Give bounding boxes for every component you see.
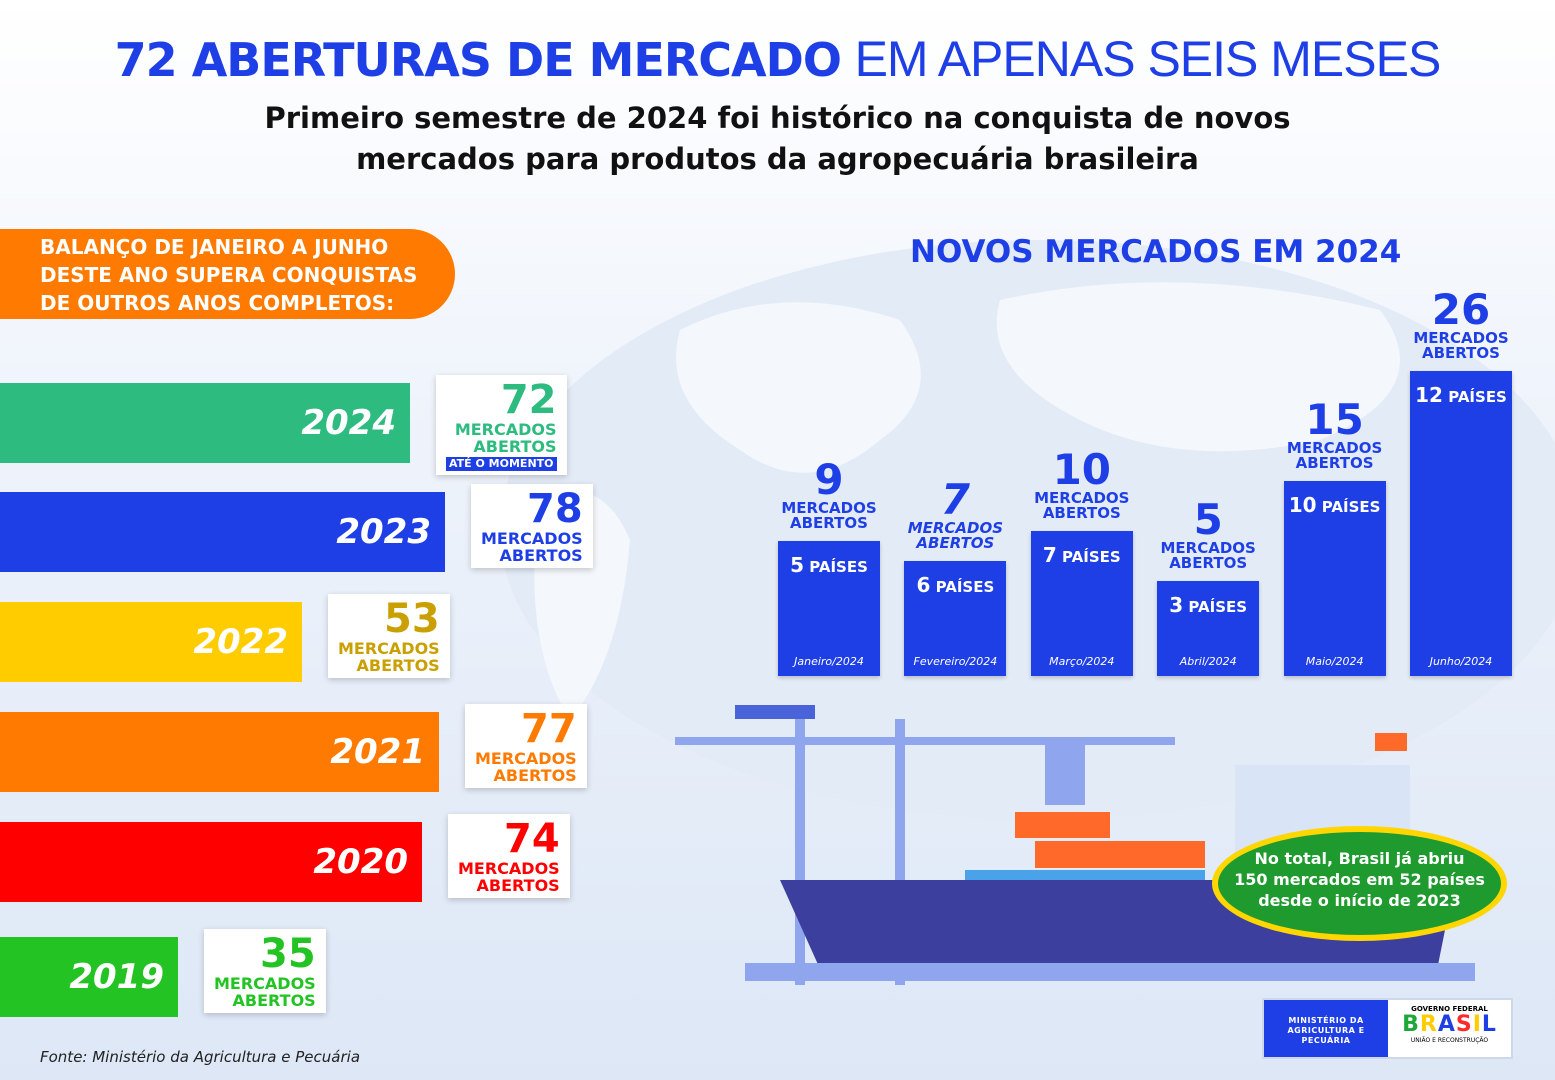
month-bar: 6 PAÍSES Fevereiro/2024 bbox=[904, 561, 1007, 676]
year-label: 2024 bbox=[301, 403, 396, 443]
year-value-box: 74 MERCADOS ABERTOS bbox=[448, 814, 570, 898]
month-label: Janeiro/2024 bbox=[794, 655, 864, 668]
year-value-box: 35 MERCADOS ABERTOS bbox=[204, 929, 326, 1013]
month-bar: 3 PAÍSES Abril/2024 bbox=[1157, 581, 1260, 676]
year-bar-2024: 2024 bbox=[0, 383, 410, 463]
month-value-label: 9 MERCADOS ABERTOS bbox=[781, 455, 877, 532]
month-value-label: 15 MERCADOS ABERTOS bbox=[1286, 395, 1383, 472]
balanco-banner: BALANÇO DE JANEIRO A JUNHO DESTE ANO SUPE… bbox=[0, 229, 455, 319]
year-label: 2021 bbox=[330, 732, 425, 772]
year-bar-2021: 2021 bbox=[0, 712, 439, 792]
year-value: 53 bbox=[384, 596, 440, 642]
month-bar: 10 PAÍSES Maio/2024 bbox=[1283, 481, 1386, 676]
year-value: 35 bbox=[260, 931, 316, 977]
page-subtitle: Primeiro semestre de 2024 foi histórico … bbox=[264, 101, 1291, 176]
government-logo: MINISTÉRIO DA AGRICULTURA E PECUÁRIA GOVER… bbox=[1262, 998, 1513, 1059]
month-label: Abril/2024 bbox=[1179, 655, 1237, 668]
page-title: 72 ABERTURAS DE MERCADO EM APENAS SEIS M… bbox=[114, 31, 1442, 87]
year-value-box: 53 MERCADOS ABERTOS bbox=[328, 594, 450, 678]
month-value-label: 10 MERCADOS ABERTOS bbox=[1034, 445, 1130, 522]
month-value-label: 7 MERCADOS ABERTOS bbox=[907, 475, 1004, 552]
month-label: Junho/2024 bbox=[1429, 655, 1493, 668]
month-label: Março/2024 bbox=[1049, 655, 1115, 668]
year-bar-2019: 2019 bbox=[0, 937, 178, 1017]
brasil-logo: GOVERNO FEDERAL BRASIL UNIÃO E RECONSTRU… bbox=[1388, 1000, 1511, 1057]
year-label: 2020 bbox=[313, 842, 408, 882]
year-value-box: 77 MERCADOS ABERTOS bbox=[465, 704, 587, 788]
month-value-label: 26 MERCADOS ABERTOS bbox=[1413, 285, 1509, 362]
month-bar: 5 PAÍSES Janeiro/2024 bbox=[778, 541, 880, 676]
month-label: Maio/2024 bbox=[1305, 655, 1364, 668]
year-label: 2022 bbox=[193, 622, 288, 662]
total-summary-badge: No total, Brasil já abriu 150 mercados em… bbox=[1212, 826, 1507, 941]
year-bar-2020: 2020 bbox=[0, 822, 422, 902]
year-bar-2023: 2023 bbox=[0, 492, 445, 572]
month-label: Fevereiro/2024 bbox=[913, 655, 998, 668]
year-value: 74 bbox=[504, 816, 560, 862]
source-note: Fonte: Ministério da Agricultura e Pecuá… bbox=[40, 1048, 361, 1066]
year-value: 77 bbox=[521, 706, 577, 752]
year-value: 78 bbox=[527, 486, 583, 532]
month-value-label: 5 MERCADOS ABERTOS bbox=[1160, 495, 1256, 572]
year-value-box: 78 MERCADOS ABERTOS bbox=[471, 484, 593, 568]
month-bar: 7 PAÍSES Março/2024 bbox=[1030, 531, 1133, 676]
year-bar-2022: 2022 bbox=[0, 602, 302, 682]
monthly-chart-title: NOVOS MERCADOS EM 2024 bbox=[910, 234, 1402, 270]
ate-o-momento-tag: ATÉ O MOMENTO bbox=[446, 457, 557, 471]
year-label: 2023 bbox=[336, 512, 431, 552]
ministry-logo: MINISTÉRIO DA AGRICULTURA E PECUÁRIA bbox=[1264, 1000, 1388, 1057]
year-label: 2019 bbox=[69, 957, 164, 997]
month-bar: 12 PAÍSES Junho/2024 bbox=[1410, 371, 1512, 676]
year-value: 72 bbox=[500, 377, 557, 423]
year-value-box: 72 MERCADOS ABERTOS ATÉ O MOMENTO bbox=[436, 375, 567, 475]
